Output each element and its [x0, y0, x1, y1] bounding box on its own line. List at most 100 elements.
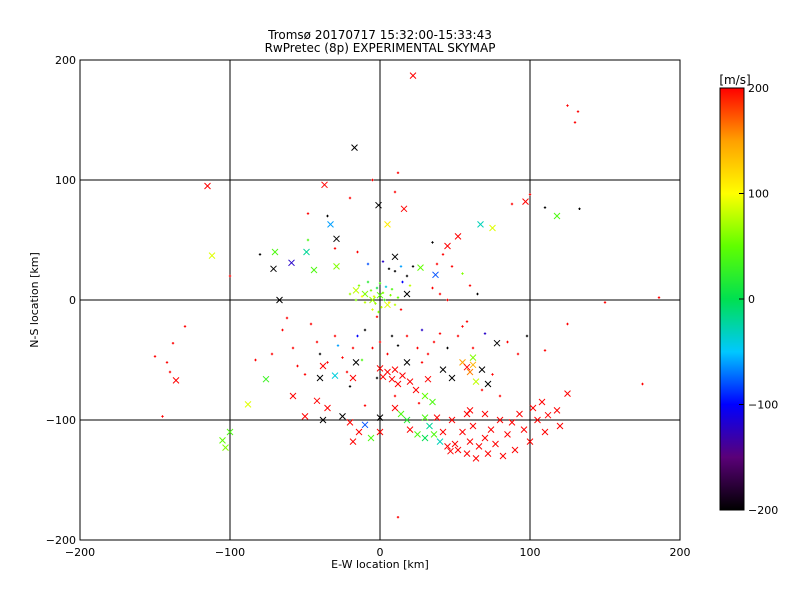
data-point — [331, 372, 339, 379]
data-point — [444, 443, 451, 450]
data-point — [375, 376, 379, 380]
data-point — [306, 212, 310, 215]
colorbar-tick-label: 100 — [748, 188, 769, 201]
data-point — [326, 214, 329, 218]
data-point — [403, 359, 411, 366]
data-point — [439, 428, 447, 436]
data-point — [478, 366, 486, 373]
data-point — [468, 284, 472, 287]
data-point — [346, 419, 354, 426]
data-point — [438, 332, 442, 335]
data-point — [393, 190, 397, 194]
data-point — [360, 358, 364, 362]
data-point — [396, 171, 400, 174]
data-point — [578, 207, 581, 210]
data-point — [376, 428, 384, 436]
data-point — [409, 72, 417, 79]
data-point — [469, 422, 477, 430]
data-point — [165, 361, 169, 364]
data-point — [168, 370, 172, 374]
data-point — [476, 292, 479, 296]
data-point — [391, 253, 399, 261]
data-point — [491, 373, 494, 376]
data-point — [375, 286, 379, 290]
data-point — [369, 289, 373, 292]
data-point — [471, 346, 475, 350]
data-point — [493, 339, 501, 347]
data-point — [391, 366, 399, 373]
data-point — [391, 404, 399, 412]
data-point — [313, 397, 321, 405]
data-point — [529, 404, 537, 412]
data-point — [348, 196, 352, 200]
colorbar-tick-label: 200 — [748, 82, 769, 95]
data-point — [310, 266, 318, 274]
data-point — [463, 450, 471, 457]
data-point — [333, 334, 337, 338]
data-point — [406, 426, 414, 433]
data-point — [510, 202, 514, 206]
data-point — [262, 375, 270, 383]
data-point — [375, 315, 379, 318]
colorbar-tick-label: 0 — [748, 293, 755, 306]
data-point — [324, 404, 331, 412]
data-point — [270, 265, 277, 273]
data-point — [526, 438, 534, 445]
data-point — [394, 380, 402, 388]
data-point — [429, 398, 436, 406]
data-point — [528, 193, 532, 196]
data-point — [416, 346, 419, 350]
data-point — [451, 440, 459, 448]
data-point — [357, 284, 361, 287]
data-point — [351, 346, 355, 350]
data-point — [327, 221, 334, 228]
data-point — [454, 446, 462, 454]
data-point — [641, 382, 644, 386]
data-point — [414, 431, 421, 438]
data-point — [399, 372, 406, 379]
data-point — [315, 340, 319, 344]
data-point — [506, 340, 509, 344]
data-point — [435, 262, 439, 266]
chart-title: Tromsø 20170717 15:32:00-15:33:43 — [267, 28, 492, 42]
data-point — [309, 322, 313, 326]
data-point — [459, 428, 466, 436]
data-point — [384, 221, 391, 228]
data-point — [352, 287, 360, 294]
data-point — [483, 332, 487, 335]
data-point — [161, 415, 164, 418]
data-point — [411, 265, 415, 268]
data-point — [472, 455, 480, 462]
data-point — [441, 253, 445, 256]
data-point — [276, 296, 283, 304]
data-point — [319, 362, 327, 370]
data-point — [431, 286, 434, 290]
data-point — [381, 260, 385, 263]
data-point — [354, 298, 358, 302]
data-point — [219, 437, 226, 444]
data-point — [466, 368, 474, 376]
data-point — [333, 263, 340, 270]
data-point — [153, 355, 157, 358]
data-point — [421, 392, 429, 400]
data-point — [522, 198, 529, 205]
data-point — [436, 438, 444, 445]
data-point — [450, 265, 454, 268]
data-point — [475, 443, 483, 450]
data-point — [363, 404, 367, 407]
data-point — [401, 280, 404, 284]
data-point — [403, 416, 411, 424]
data-point — [538, 398, 546, 406]
data-point — [492, 440, 499, 448]
data-point — [424, 375, 432, 383]
colorbar-ticks: 200 100 0 −100 −200 — [739, 82, 778, 517]
data-point — [371, 346, 374, 350]
data-point — [326, 361, 329, 364]
data-point — [319, 416, 327, 424]
data-point — [386, 352, 389, 356]
data-point — [417, 264, 424, 271]
data-point — [516, 352, 520, 356]
data-point — [333, 235, 340, 243]
x-tick-label: −100 — [215, 546, 245, 559]
data-point — [469, 361, 477, 369]
